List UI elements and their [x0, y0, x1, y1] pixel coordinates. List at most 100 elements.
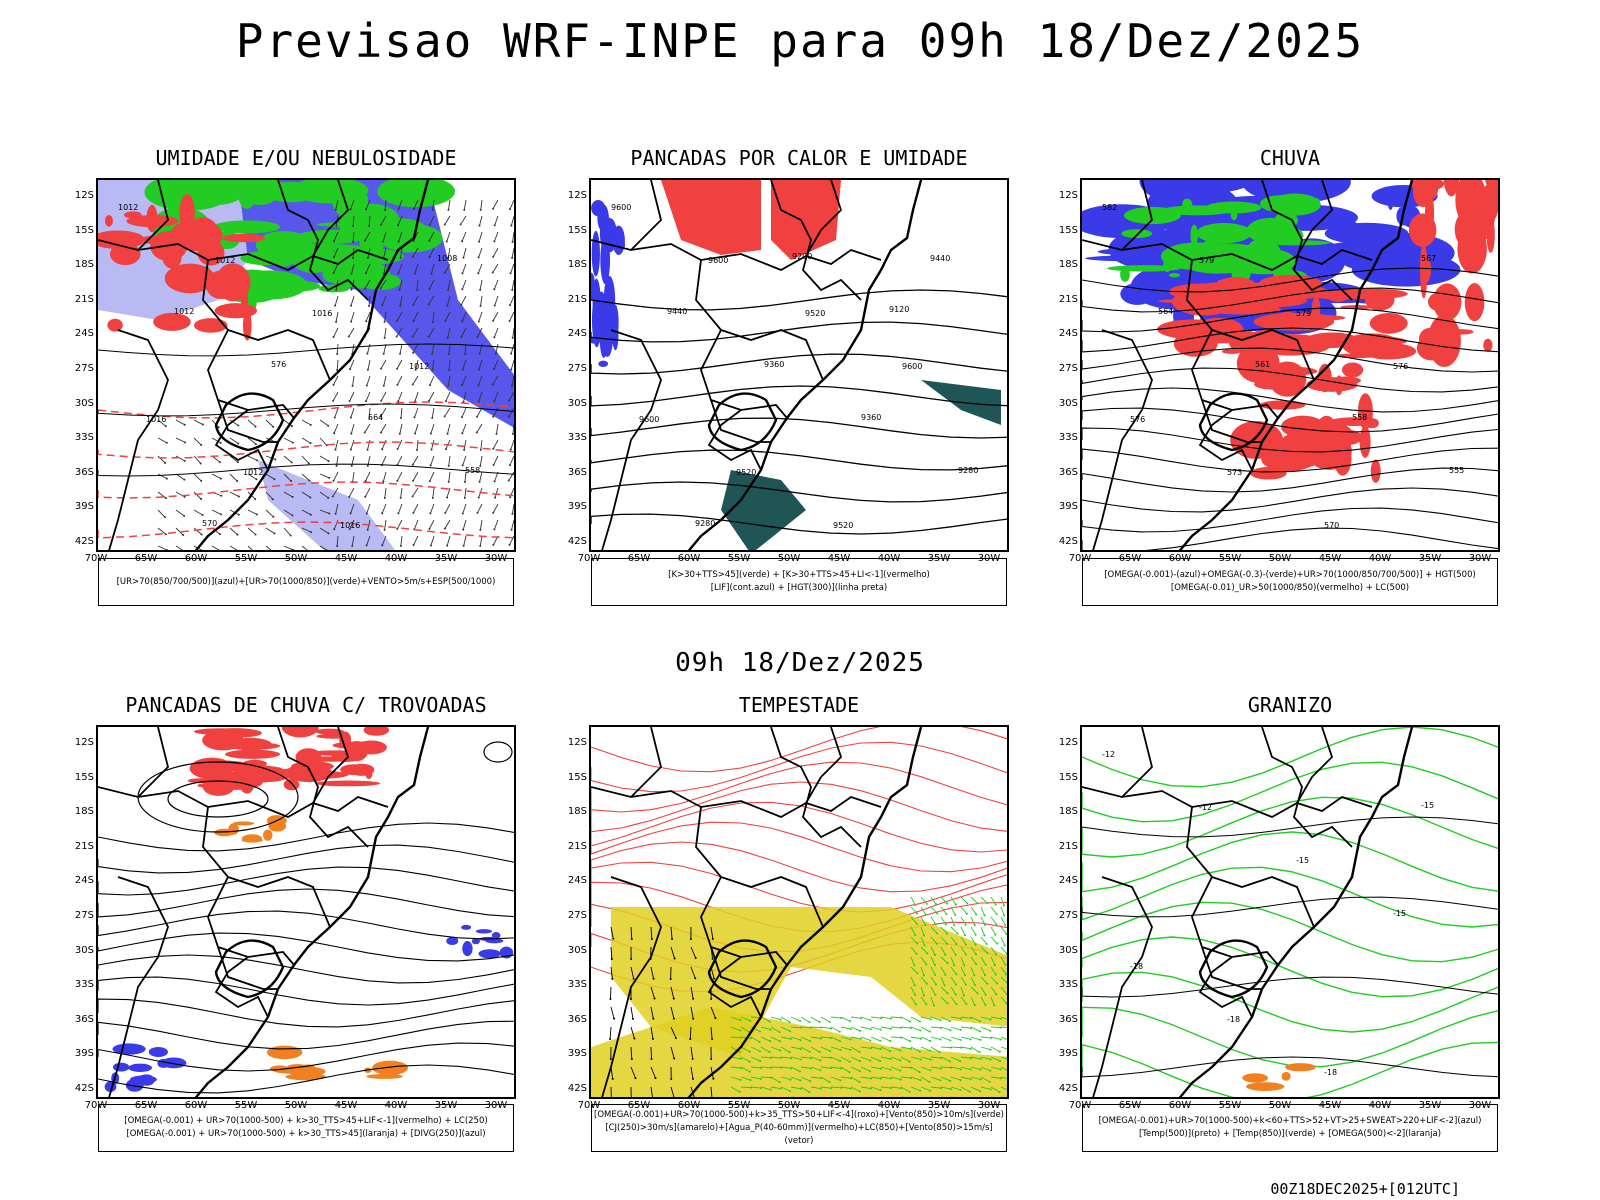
- lat-tick-label: 21S: [1058, 840, 1078, 852]
- legend-line: [Temp(500)](preto) + [Temp(850)](verde) …: [1138, 1129, 1442, 1139]
- contour-label: 564: [1158, 307, 1173, 316]
- legend-line: [OMEGA(-0.001)-(azul)+OMEGA(-0.3)-(verde…: [1104, 570, 1476, 580]
- lon-tick-label: 55W: [1218, 1100, 1242, 1111]
- lat-tick-label: 15S: [1058, 224, 1078, 236]
- lat-tick-label: 36S: [567, 466, 587, 478]
- lat-tick-label: 15S: [1058, 771, 1078, 783]
- contour-label: 576: [1130, 415, 1145, 424]
- lat-tick-label: 12S: [567, 737, 587, 748]
- lat-tick-label: 18S: [567, 806, 587, 818]
- lat-tick-label: 39S: [74, 1048, 94, 1060]
- panel-title: CHUVA: [1259, 146, 1321, 170]
- lon-tick-label: 45W: [334, 1100, 358, 1111]
- lon-tick-label: 30W: [1468, 1100, 1492, 1111]
- forecast-map-2[interactable]: 9600 9600 9520 9600 9600 9520 9520 9440 9440 9360…: [589, 178, 1009, 552]
- legend-line: [UR>70(850/700/500)](azul)+[UR>70(1000/8…: [116, 576, 496, 587]
- lon-tick-label: 45W: [1318, 1100, 1342, 1111]
- lat-tick-label: 12S: [1058, 737, 1078, 748]
- subtitle-time: 09h 18/Dez/2025: [675, 648, 925, 678]
- legend-line: [LIF](cont.azul) + [HGT(300)](linha pret…: [710, 583, 888, 593]
- lat-tick-label: 12S: [1058, 190, 1078, 201]
- lon-tick-label: 70W: [84, 1100, 108, 1111]
- lon-tick-label: 70W: [84, 553, 108, 564]
- lat-tick-label: 15S: [74, 771, 94, 783]
- lat-tick-label: 39S: [567, 501, 587, 513]
- lat-tick-label: 42S: [74, 1083, 94, 1094]
- lat-tick-label: 42S: [567, 536, 587, 547]
- contour-label: 555: [1449, 466, 1464, 475]
- panel-title: TEMPESTADE: [738, 693, 860, 717]
- panel-legend: [OMEGA(-0.001)-(azul)+OMEGA(-0.3)-(verde…: [1082, 558, 1498, 606]
- lat-tick-label: 42S: [1058, 536, 1078, 547]
- lat-tick-label: 21S: [74, 293, 94, 305]
- contour-label: 9600: [639, 415, 659, 424]
- contour-label: -18: [1227, 1015, 1240, 1024]
- contour-label: 9440: [930, 254, 950, 263]
- panel-legend: [OMEGA(-0.001)+UR>70(1000-500)+k<60+TTS>…: [1082, 1104, 1498, 1152]
- contour-label: 1012: [118, 203, 138, 212]
- contour-label: 1012: [174, 307, 194, 316]
- lat-tick-label: 39S: [1058, 1048, 1078, 1060]
- contour-label: 567: [1421, 254, 1436, 263]
- panel-legend: [OMEGA(-0.001)+UR>70(1000-500)+k>35_TTS>…: [591, 1104, 1007, 1152]
- lat-tick-label: 39S: [1058, 501, 1078, 513]
- lat-tick-label: 30S: [567, 944, 587, 956]
- panel-legend: [K>30+TTS>45](verde) + [K>30+TTS>45+LI<-…: [591, 558, 1007, 606]
- lon-tick-label: 65W: [627, 1100, 651, 1111]
- lon-tick-label: 50W: [284, 1100, 308, 1111]
- legend-line: [OMEGA(-0.001) + UR>70(1000-500) + k>30_…: [124, 1116, 488, 1126]
- contour-label: 9200: [792, 252, 812, 261]
- contour-label: 558: [465, 466, 480, 475]
- contour-label: 9360: [861, 413, 881, 422]
- lon-tick-label: 50W: [777, 1100, 801, 1111]
- lon-tick-label: 60W: [184, 1100, 208, 1111]
- lat-tick-label: 30S: [74, 397, 94, 409]
- lon-tick-label: 50W: [1268, 1100, 1292, 1111]
- contour-label: 561: [1255, 360, 1270, 369]
- lat-tick-label: 30S: [74, 944, 94, 956]
- lat-tick-label: 33S: [567, 432, 587, 444]
- panel-title: UMIDADE E/OU NEBULOSIDADE: [155, 146, 457, 170]
- lat-tick-label: 24S: [74, 328, 94, 340]
- forecast-map-1[interactable]: 1012 1012 1016 1012 1016 1012 1016 1008 1012 576 5…: [96, 178, 516, 552]
- lat-tick-label: 36S: [1058, 466, 1078, 478]
- lon-tick-label: 30W: [484, 1100, 508, 1111]
- lon-tick-label: 60W: [1168, 1100, 1192, 1111]
- lon-tick-label: 70W: [577, 553, 601, 564]
- lat-tick-label: 27S: [567, 910, 587, 921]
- run-info: 00Z18DEC2025+[012UTC]: [1270, 1180, 1460, 1198]
- contour-label: 582: [1102, 203, 1117, 212]
- lat-tick-label: 18S: [74, 806, 94, 818]
- contour-label: 1012: [409, 362, 429, 371]
- lat-tick-label: 27S: [1058, 910, 1078, 921]
- lon-tick-label: 60W: [677, 1100, 701, 1111]
- lon-tick-label: 55W: [234, 1100, 258, 1111]
- forecast-map-5[interactable]: [589, 725, 1009, 1099]
- forecast-map-4[interactable]: [96, 725, 516, 1099]
- lon-tick-label: 40W: [877, 1100, 901, 1111]
- contour-label: 579: [1296, 309, 1311, 318]
- contour-label: 1008: [437, 254, 457, 263]
- lat-tick-label: 12S: [74, 190, 94, 201]
- contour-label: 570: [1324, 521, 1339, 530]
- contour-label: 9120: [889, 305, 909, 314]
- lat-tick-label: 24S: [1058, 328, 1078, 340]
- contour-label: -15: [1296, 856, 1309, 865]
- legend-line: [OMEGA(-0.01)_UR>50(1000/850)(vermelho) …: [1170, 583, 1410, 593]
- lat-tick-label: 33S: [1058, 432, 1078, 444]
- forecast-map-3[interactable]: 582 579 579 576 576 573 570 567 564 561 558 555: [1080, 178, 1500, 552]
- lat-tick-label: 18S: [74, 259, 94, 271]
- lat-tick-label: 27S: [74, 363, 94, 374]
- lat-tick-label: 27S: [74, 910, 94, 921]
- lat-tick-label: 21S: [567, 840, 587, 852]
- contour-label: 9360: [764, 360, 784, 369]
- lat-tick-label: 15S: [567, 224, 587, 236]
- lat-tick-label: 24S: [1058, 875, 1078, 887]
- lat-tick-label: 15S: [74, 224, 94, 236]
- forecast-map-6[interactable]: -12 -12 -15 -15 -18 -18 -18 -15: [1080, 725, 1500, 1099]
- contour-label: -18: [1324, 1068, 1337, 1077]
- contour-label: 9520: [833, 521, 853, 530]
- contour-label: 1016: [146, 415, 166, 424]
- lon-tick-label: 65W: [1118, 1100, 1142, 1111]
- panel-legend: [UR>70(850/700/500)](azul)+[UR>70(1000/8…: [98, 558, 514, 606]
